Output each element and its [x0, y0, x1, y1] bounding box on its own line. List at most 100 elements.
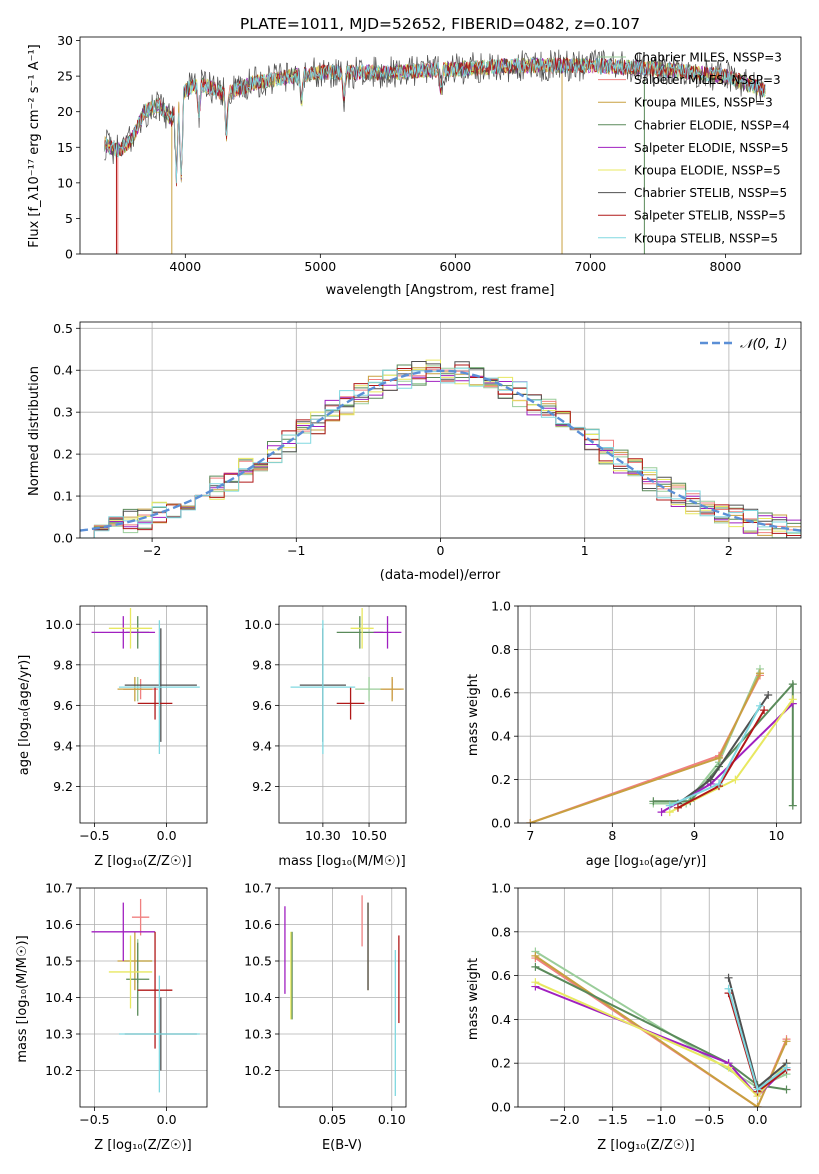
- spectrum-xtick-label: 5000: [304, 259, 336, 274]
- mass-weight-marker: [788, 801, 797, 810]
- mass-weight-vs-metallicity-panel: −2.0 −1.5 −1.0 −0.5 0.0 0.0 0.2 0.4 0.6 0.8 1.0: [491, 881, 802, 1127]
- spectrum-series-line: [103, 57, 766, 182]
- mass-weight-marker: [714, 779, 723, 788]
- age-vs-z-ytick-label: 9.6: [53, 698, 73, 713]
- age-vs-mass-panel: 10.30 10.50 9.2 9.4 9.6 9.8 10.0: [244, 605, 407, 843]
- age-vs-mass-ytick-label: 9.4: [252, 738, 272, 753]
- age-vs-z-ytick-label: 9.4: [53, 738, 73, 753]
- mass-vs-z-ytick-label: 10.3: [45, 1027, 73, 1042]
- mass-vs-z-ytick-label: 10.2: [45, 1063, 73, 1078]
- age-vs-metallicity-panel: −0.5 0.0 9.2 9.4 9.6 9.8 10.0: [45, 605, 208, 843]
- weight-age-ylabel: mass weight: [466, 674, 481, 756]
- spectrum-ytick-label: 10: [57, 175, 73, 190]
- spectrum-xlabel: wavelength [Angstrom, rest frame]: [326, 283, 555, 298]
- mass-weight-marker: [753, 1085, 762, 1094]
- spectrum-xtick-label: 7000: [574, 259, 606, 274]
- mass-weight-marker: [782, 1085, 791, 1094]
- spectrum-panel: 4000 5000 6000 7000 8000 0 5 10 15 20 25 30 Chabrier…: [57, 33, 802, 274]
- weight-vs-age-ytick-label: 1.0: [491, 599, 511, 614]
- mass-vs-z-ytick-label: 10.7: [45, 881, 73, 896]
- weight-vs-age-ytick-label: 0.8: [491, 642, 511, 657]
- weight-vs-z-ytick-label: 0.8: [491, 924, 511, 939]
- residuals-xlabel: (data-model)/error: [380, 568, 501, 583]
- mass-weight-marker: [724, 973, 733, 982]
- residuals-ytick-label: 0.1: [53, 489, 73, 504]
- axes-frame: [278, 887, 407, 1108]
- mass-vs-z-ytick-label: 10.5: [45, 954, 73, 969]
- spectrum-xtick-label: 4000: [169, 259, 201, 274]
- legend-entry: Salpeter STELIB, NSSP=5: [634, 209, 786, 223]
- spectrum-ytick-label: 15: [57, 140, 73, 155]
- residuals-ylabel: Normed distribution: [27, 366, 42, 496]
- mass-vs-ebv-xtick-label: 0.05: [318, 1112, 346, 1127]
- normal-curve: [80, 369, 801, 532]
- weight-vs-z-xtick-label: −1.0: [646, 1112, 676, 1127]
- mass-weight-marker: [531, 978, 540, 987]
- legend-entry: Kroupa STELIB, NSSP=5: [634, 231, 778, 245]
- spectrum-series-line: [103, 57, 766, 183]
- weight-z-ylabel: mass weight: [466, 958, 481, 1040]
- residual-histogram: [80, 367, 801, 538]
- mass-weight-line: [534, 965, 787, 1091]
- mass-vs-metallicity-panel: −0.5 0.0 10.2 10.3 10.4 10.5 10.6 10.7: [45, 881, 208, 1127]
- mass-weight-marker: [764, 690, 773, 699]
- residuals-xtick-label: 0: [437, 543, 445, 558]
- age-vs-z-ytick-label: 10.0: [45, 617, 73, 632]
- spectrum-legend: Chabrier MILES, NSSP=3 Salpeter MILES, NS…: [598, 51, 790, 245]
- mass-weight-marker: [724, 1063, 733, 1072]
- mass-weight-marker: [782, 1063, 791, 1072]
- weight-vs-z-plot-area: [531, 947, 791, 1107]
- mass-vs-z-xtick-label: −0.5: [79, 1112, 109, 1127]
- mass-weight-vs-age-panel: 7 8 9 10 0.0 0.2 0.4 0.6 0.8 1.0: [491, 599, 802, 843]
- spectrum-xtick-label: 6000: [439, 259, 471, 274]
- weight-vs-z-ytick-label: 0.4: [491, 1012, 511, 1027]
- age-vs-z-ytick-label: 9.8: [53, 657, 73, 672]
- spectrum-ytick-label: 30: [57, 33, 73, 48]
- age-vs-mass-ytick-label: 9.2: [252, 779, 272, 794]
- legend-entry: Kroupa MILES, NSSP=3: [634, 96, 773, 110]
- spectrum-ytick-label: 5: [65, 211, 73, 226]
- mass-weight-marker: [788, 680, 797, 689]
- normal-legend-label: 𝒩(0, 1): [740, 337, 787, 352]
- weight-vs-age-xtick-label: 9: [690, 828, 698, 843]
- mass-vs-ebv-ytick-label: 10.6: [244, 917, 272, 932]
- mass-weight-marker: [724, 984, 733, 993]
- mass-weight-marker: [731, 775, 740, 784]
- axes-frame: [79, 605, 208, 824]
- age-vs-z-xtick-label: −0.5: [79, 828, 109, 843]
- mass-vs-ebv-ytick-label: 10.4: [244, 990, 272, 1005]
- mass-weight-marker: [706, 775, 715, 784]
- age-vs-mass-xtick-label: 10.30: [305, 828, 341, 843]
- spectrum-ytick-label: 20: [57, 104, 73, 119]
- mass-weight-line: [534, 955, 788, 1107]
- mass-ebv-xlabel: E(B-V): [322, 1138, 362, 1153]
- spectrum-series-line: [103, 57, 766, 187]
- spectrum-series-line: [103, 57, 766, 184]
- residuals-ytick-label: 0.3: [53, 405, 73, 420]
- mass-weight-marker: [755, 701, 764, 710]
- mass-weight-marker: [657, 808, 666, 817]
- spectrum-ylabel: Flux [f_λ10⁻¹⁷ erg cm⁻² s⁻¹ A⁻¹]: [27, 44, 42, 248]
- mass-weight-marker: [788, 695, 797, 704]
- residuals-xtick-label: −1: [287, 543, 305, 558]
- mass-z-ylabel: mass [log₁₀(M/M☉)]: [15, 935, 30, 1062]
- mass-weight-marker: [531, 962, 540, 971]
- mass-vs-ebv-ytick-label: 10.7: [244, 881, 272, 896]
- residuals-panel: −2 −1 0 1 2 0.0 0.1 0.2 0.3 0.4 0.5 𝒩(0, 1): [53, 321, 802, 558]
- weight-vs-age-ytick-label: 0.2: [491, 772, 511, 787]
- mass-weight-marker: [673, 803, 682, 812]
- weight-vs-z-ytick-label: 0.0: [491, 1100, 511, 1115]
- mass-weight-marker: [526, 819, 535, 823]
- age-vs-mass-ytick-label: 9.6: [252, 698, 272, 713]
- weight-vs-age-xtick-label: 7: [526, 828, 534, 843]
- mass-vs-z-ytick-label: 10.4: [45, 990, 73, 1005]
- residuals-ytick-label: 0.0: [53, 531, 73, 546]
- age-vs-z-plot-area: [91, 608, 200, 755]
- axes-frame: [79, 321, 802, 539]
- residuals-xtick-label: −2: [143, 543, 161, 558]
- mass-weight-line: [653, 681, 794, 806]
- axes-frame: [517, 887, 802, 1108]
- axes-frame: [278, 605, 407, 824]
- legend-entry: Chabrier STELIB, NSSP=5: [634, 186, 787, 200]
